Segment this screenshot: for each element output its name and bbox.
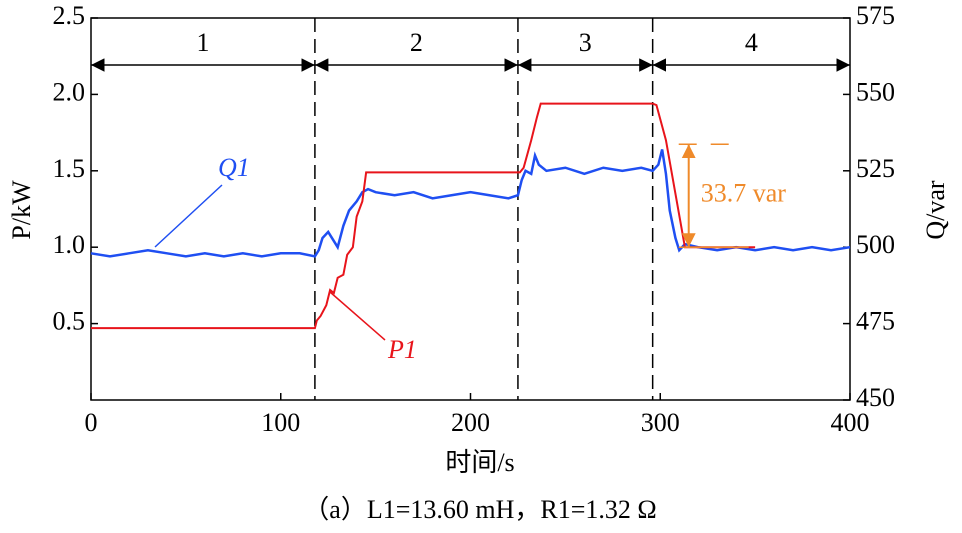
- x-tick-label: 200: [451, 408, 490, 437]
- leader-line: [329, 291, 386, 341]
- region-label: 2: [410, 28, 423, 57]
- y-tick-label: 2.0: [53, 77, 86, 106]
- series-line: [90, 149, 851, 258]
- series-label: Q1: [218, 153, 250, 182]
- plot-frame: [90, 17, 851, 401]
- x-tick-label: 300: [641, 408, 680, 437]
- y2-tick-label: 500: [856, 230, 895, 259]
- region-label: 3: [579, 28, 592, 57]
- y2-tick-label: 575: [856, 1, 895, 30]
- y-tick-label: 0.5: [53, 307, 86, 336]
- leader-line: [154, 184, 223, 248]
- y2-tick-label: 525: [856, 154, 895, 183]
- y-tick-label: 1.0: [53, 230, 86, 259]
- series-label: P1: [387, 335, 417, 364]
- y-axis-label: P/kW: [7, 180, 36, 240]
- annotation-text: 33.7 var: [701, 179, 787, 208]
- y2-tick-label: 550: [856, 77, 895, 106]
- y-tick-label: 1.5: [53, 154, 86, 183]
- y2-tick-label: 450: [856, 383, 895, 412]
- caption: （a）L1=13.60 mH，R1=1.32 Ω: [303, 495, 656, 524]
- y2-axis-label: Q/var: [921, 180, 950, 240]
- region-label: 4: [745, 28, 758, 57]
- y-tick-label: 2.5: [53, 1, 86, 30]
- region-label: 1: [196, 28, 209, 57]
- x-axis-label: 时间/s: [445, 448, 514, 477]
- series-line: [91, 102, 756, 330]
- x-tick-label: 0: [85, 408, 98, 437]
- y2-tick-label: 475: [856, 307, 895, 336]
- x-tick-label: 100: [261, 408, 300, 437]
- x-tick-label: 400: [831, 408, 870, 437]
